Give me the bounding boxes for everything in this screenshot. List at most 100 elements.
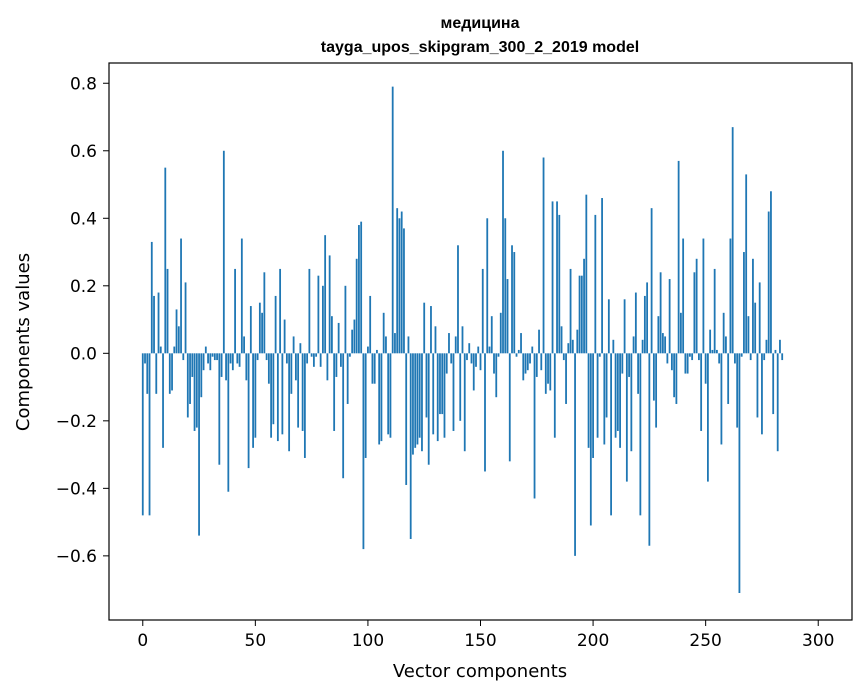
bar-246 — [695, 258, 698, 354]
bar-150 — [479, 353, 482, 371]
bar-116 — [403, 228, 405, 354]
bar-229 — [657, 316, 660, 354]
bar-237 — [675, 353, 678, 404]
bar-155 — [490, 316, 493, 354]
bar-282 — [776, 353, 779, 452]
bar-101 — [369, 295, 372, 354]
bar-219 — [634, 292, 637, 354]
bar-173 — [531, 346, 534, 354]
bar-209 — [612, 339, 615, 354]
bar-28 — [204, 346, 207, 354]
bar-40 — [231, 353, 234, 371]
bar-79 — [319, 353, 322, 367]
bar-284 — [781, 353, 784, 361]
bar-142 — [461, 326, 464, 354]
bar-280 — [772, 353, 775, 415]
bar-147 — [472, 353, 475, 391]
bar-169 — [522, 353, 525, 381]
bar-84 — [331, 316, 333, 354]
bar-98 — [362, 353, 365, 550]
bar-129 — [432, 353, 435, 435]
bar-19 — [184, 282, 187, 354]
bar-207 — [607, 299, 610, 354]
bar-77 — [315, 353, 318, 357]
x-axis-label: Vector components — [393, 661, 567, 682]
bar-46 — [245, 353, 248, 381]
bar-34 — [218, 353, 221, 465]
bar-143 — [463, 353, 466, 452]
bar-88 — [340, 353, 342, 367]
bar-23 — [193, 353, 196, 431]
bar-82 — [326, 353, 329, 381]
bar-205 — [603, 353, 606, 445]
bar-36 — [222, 150, 225, 354]
bar-180 — [547, 353, 549, 384]
x-tick-label: 300 — [802, 631, 834, 651]
bar-199 — [589, 353, 592, 526]
bar-93 — [351, 329, 354, 354]
bar-234 — [668, 279, 671, 354]
bar-74 — [308, 268, 311, 354]
bar-50 — [254, 353, 257, 438]
bar-145 — [468, 343, 471, 354]
x-tick-label: 100 — [352, 631, 384, 651]
plot-frame — [108, 62, 853, 621]
bar-59 — [274, 295, 277, 354]
bar-149 — [477, 346, 480, 354]
bar-191 — [571, 339, 574, 354]
bar-109 — [387, 353, 390, 435]
bar-152 — [484, 353, 486, 472]
bar-153 — [486, 218, 489, 354]
bar-233 — [666, 353, 669, 364]
bar-201 — [594, 214, 597, 354]
bar-89 — [342, 353, 345, 479]
bar-6 — [155, 353, 158, 394]
bar-68 — [294, 353, 297, 381]
bar-270 — [749, 353, 752, 361]
bar-253 — [711, 349, 714, 354]
y-tick-label: 0.0 — [70, 344, 97, 364]
bar-104 — [376, 349, 378, 354]
bar-274 — [758, 282, 761, 354]
bar-177 — [540, 353, 543, 371]
bar-29 — [207, 353, 209, 364]
bar-61 — [279, 268, 282, 354]
bar-140 — [457, 245, 459, 354]
bar-198 — [587, 353, 590, 448]
bar-192 — [574, 353, 576, 556]
bar-64 — [285, 353, 288, 364]
bar-256 — [718, 353, 721, 364]
bar-118 — [407, 336, 410, 354]
bar-183 — [553, 353, 556, 438]
bar-91 — [346, 353, 349, 404]
bar-54 — [263, 272, 266, 354]
bar-42 — [236, 353, 239, 364]
bar-97 — [360, 221, 363, 354]
bars-group — [141, 86, 784, 593]
bar-208 — [610, 353, 612, 516]
bar-24 — [195, 353, 198, 428]
bar-239 — [679, 312, 682, 354]
bar-17 — [180, 238, 182, 354]
bar-250 — [704, 353, 707, 384]
bar-228 — [655, 353, 658, 428]
bar-231 — [661, 333, 664, 354]
bar-138 — [452, 353, 455, 431]
bar-115 — [400, 211, 403, 354]
bar-281 — [774, 349, 777, 354]
bar-65 — [288, 353, 291, 452]
bar-190 — [569, 268, 572, 354]
bar-16 — [177, 326, 180, 354]
bar-278 — [767, 211, 770, 354]
bar-163 — [508, 353, 511, 462]
bar-161 — [504, 218, 507, 354]
bar-262 — [731, 127, 734, 354]
bar-277 — [765, 339, 768, 354]
bar-225 — [648, 353, 651, 546]
bar-70 — [299, 343, 302, 354]
bar-108 — [385, 336, 387, 354]
bar-189 — [567, 343, 570, 354]
bar-12 — [168, 353, 171, 394]
bar-203 — [598, 353, 601, 357]
bar-114 — [398, 218, 401, 354]
